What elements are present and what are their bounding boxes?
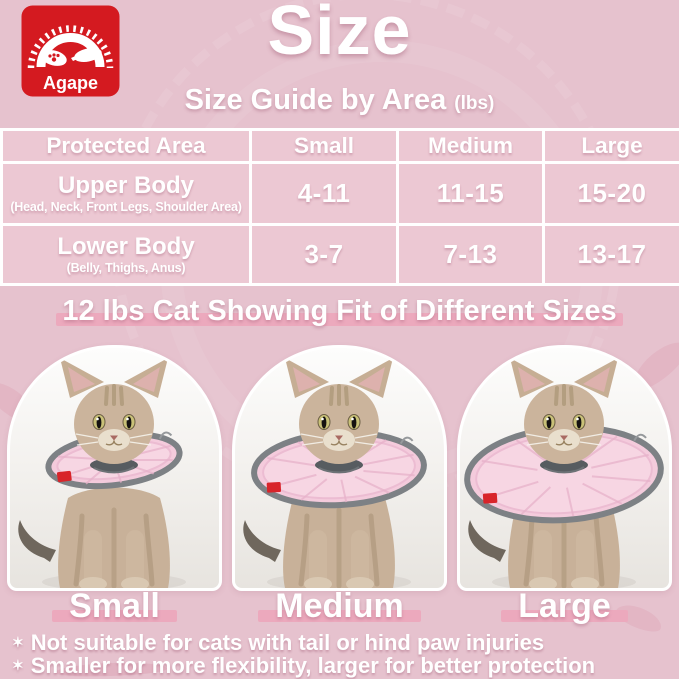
- note-line: ✶ Not suitable for cats with tail or hind…: [12, 631, 675, 654]
- col-header-protected-area: Protected Area: [0, 128, 252, 164]
- page-subtitle: Size Guide by Area (lbs): [0, 84, 679, 117]
- size-label-text: Large: [501, 587, 628, 625]
- fit-heading-text: 12 lbs Cat Showing Fit of Different Size…: [56, 295, 623, 327]
- size-label-large: Large: [457, 587, 672, 626]
- agape-logo-icon: Agape: [21, 5, 120, 97]
- logo-brand-text: Agape: [43, 73, 98, 93]
- area-detail: (Belly, Thighs, Anus): [66, 261, 186, 276]
- fit-photos-row: [7, 345, 672, 591]
- table-header-row: Protected Area Small Medium Large: [0, 128, 679, 164]
- asterisk-icon: ✶: [12, 657, 24, 673]
- size-labels-row: Small Medium Large: [7, 587, 672, 626]
- size-label-text: Medium: [258, 587, 422, 625]
- value-cell: 7-13: [396, 223, 545, 286]
- subtitle-text: Size Guide by Area: [184, 84, 447, 116]
- note-text: Not suitable for cats with tail or hind …: [30, 630, 545, 655]
- cat-photo-small: [7, 345, 222, 591]
- footnotes: ✶ Not suitable for cats with tail or hind…: [12, 631, 675, 677]
- brand-logo: Agape: [21, 5, 120, 102]
- cat-photo-medium: [232, 345, 447, 591]
- page-title: Size: [267, 0, 412, 69]
- col-header-medium: Medium: [396, 128, 545, 164]
- value-cell: 13-17: [542, 223, 679, 286]
- fit-section-heading: 12 lbs Cat Showing Fit of Different Size…: [0, 295, 679, 328]
- area-name: Upper Body: [57, 171, 194, 199]
- value-cell: 11-15: [396, 161, 545, 226]
- note-line: ✶ Smaller for more flexibility, larger fo…: [12, 654, 675, 677]
- area-detail: (Head, Neck, Front Legs, Shoulder Area): [10, 200, 242, 215]
- table-row-upper-body: Upper Body (Head, Neck, Front Legs, Shou…: [0, 161, 679, 226]
- col-header-large: Large: [542, 128, 679, 164]
- value-cell: 4-11: [249, 161, 399, 226]
- value-cell: 3-7: [249, 223, 399, 286]
- col-header-small: Small: [249, 128, 399, 164]
- size-guide-table: Protected Area Small Medium Large Upper …: [0, 128, 679, 286]
- size-label-small: Small: [7, 587, 222, 626]
- note-text: Smaller for more flexibility, larger for…: [30, 653, 596, 678]
- subtitle-unit: (lbs): [454, 93, 495, 114]
- size-label-medium: Medium: [232, 587, 447, 626]
- table-row-lower-body: Lower Body (Belly, Thighs, Anus) 3-7 7-1…: [0, 223, 679, 286]
- area-cell: Upper Body (Head, Neck, Front Legs, Shou…: [0, 161, 252, 226]
- value-cell: 15-20: [542, 161, 679, 226]
- area-cell: Lower Body (Belly, Thighs, Anus): [0, 223, 252, 286]
- cat-photo-large: [457, 345, 672, 591]
- area-name: Lower Body: [57, 232, 195, 260]
- size-label-text: Small: [52, 587, 177, 625]
- asterisk-icon: ✶: [12, 634, 24, 650]
